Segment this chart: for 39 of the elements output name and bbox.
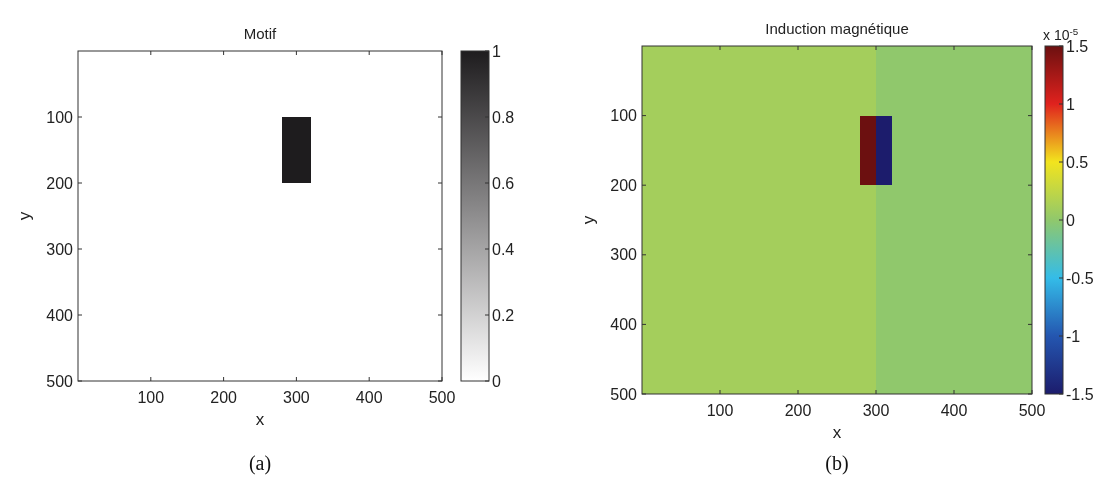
color-bar-label: -1.5 — [1066, 385, 1094, 403]
color-bar-label: 1 — [1066, 95, 1075, 113]
y-tick-label: 400 — [46, 306, 74, 324]
y-tick-label: 300 — [610, 246, 638, 264]
y-tick-label: 200 — [610, 176, 638, 194]
color-bar-label: 0.6 — [492, 174, 515, 192]
color-bar-label: 0 — [1066, 211, 1075, 229]
x-tick-label: 100 — [706, 402, 734, 419]
x-tick-label: 500 — [428, 389, 456, 406]
x-tick-label: 100 — [137, 389, 165, 406]
color-bar-label: -1 — [1066, 327, 1081, 345]
color-bar-label: 1 — [492, 42, 501, 60]
x-tick-label: 400 — [940, 402, 968, 419]
x-tick-label: 400 — [355, 389, 383, 406]
color-bar-label: 0.4 — [492, 240, 515, 258]
color-bar-label: 0 — [492, 372, 501, 390]
color-bar-label: -0.5 — [1066, 269, 1094, 287]
chart-title: Motif — [243, 25, 278, 42]
y-tick-label: 100 — [610, 107, 638, 125]
color-bar-label: 0.2 — [492, 306, 515, 324]
y-axis-title: y — [579, 215, 598, 225]
y-axis-title: y — [15, 211, 34, 221]
x-tick-label: 500 — [1018, 402, 1046, 419]
chart-title: Induction magnétique — [765, 20, 909, 37]
y-tick-label: 200 — [46, 174, 74, 192]
x-tick-label: 300 — [283, 389, 310, 406]
color-bar-label: 0.8 — [492, 108, 515, 126]
x-tick-label: 200 — [210, 389, 238, 406]
y-tick-label: 100 — [46, 108, 74, 126]
x-axis-title: x — [832, 423, 842, 442]
text: (b) — [825, 452, 849, 475]
x-tick-label: 200 — [784, 402, 812, 419]
y-tick-label: 300 — [46, 240, 74, 258]
y-tick-label: 400 — [610, 316, 638, 333]
x-axis-title: x — [255, 410, 265, 429]
color-bar-label: 0.5 — [1066, 153, 1089, 171]
y-tick-label: 500 — [46, 372, 74, 390]
x-tick-label: 300 — [862, 402, 890, 419]
text: (a) — [248, 452, 272, 475]
